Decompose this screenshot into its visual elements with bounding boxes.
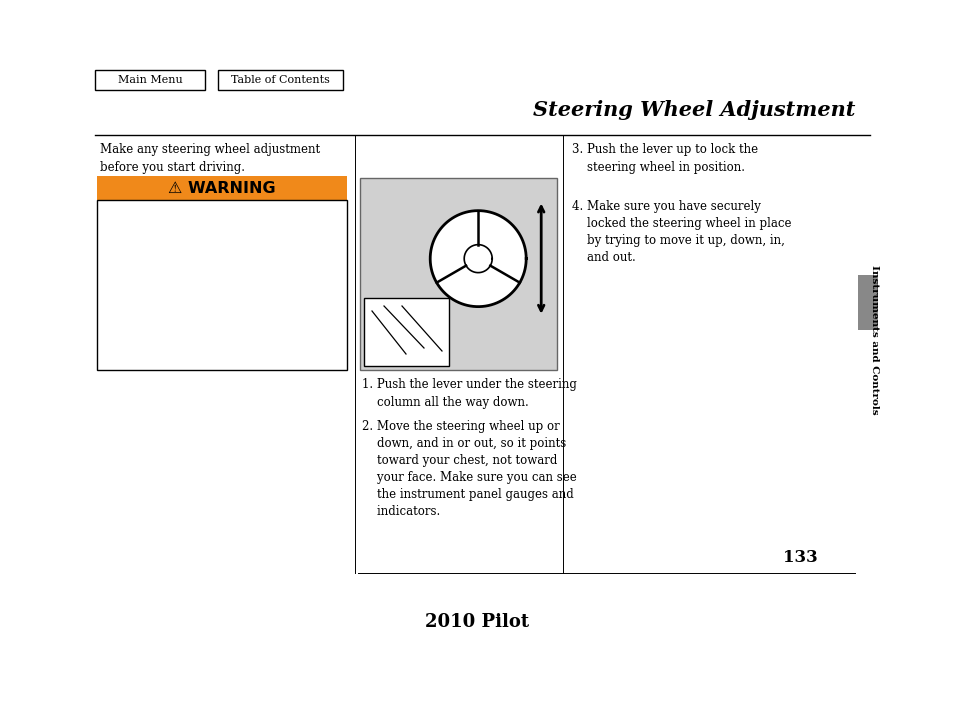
Text: Instruments and Controls: Instruments and Controls xyxy=(869,266,879,415)
Text: Main Menu: Main Menu xyxy=(117,75,182,85)
Text: Steering Wheel Adjustment: Steering Wheel Adjustment xyxy=(532,100,854,120)
Text: 4. Make sure you have securely
    locked the steering wheel in place
    by try: 4. Make sure you have securely locked th… xyxy=(572,200,791,264)
Text: 2. Move the steering wheel up or
    down, and in or out, so it points
    towar: 2. Move the steering wheel up or down, a… xyxy=(361,420,577,518)
Text: 3. Push the lever up to lock the
    steering wheel in position.: 3. Push the lever up to lock the steerin… xyxy=(572,143,758,174)
Bar xyxy=(97,176,347,200)
Bar xyxy=(95,70,205,90)
Bar xyxy=(359,178,557,370)
Text: 133: 133 xyxy=(781,550,817,567)
Bar xyxy=(857,275,877,330)
Text: Table of Contents: Table of Contents xyxy=(231,75,330,85)
Bar xyxy=(364,298,449,366)
Bar xyxy=(97,200,347,370)
Text: 2010 Pilot: 2010 Pilot xyxy=(424,613,529,631)
Text: Make any steering wheel adjustment
before you start driving.: Make any steering wheel adjustment befor… xyxy=(100,143,320,174)
Text: ⚠ WARNING: ⚠ WARNING xyxy=(168,180,275,195)
Text: 1. Push the lever under the steering
    column all the way down.: 1. Push the lever under the steering col… xyxy=(361,378,577,409)
Bar xyxy=(218,70,343,90)
Circle shape xyxy=(430,211,526,307)
